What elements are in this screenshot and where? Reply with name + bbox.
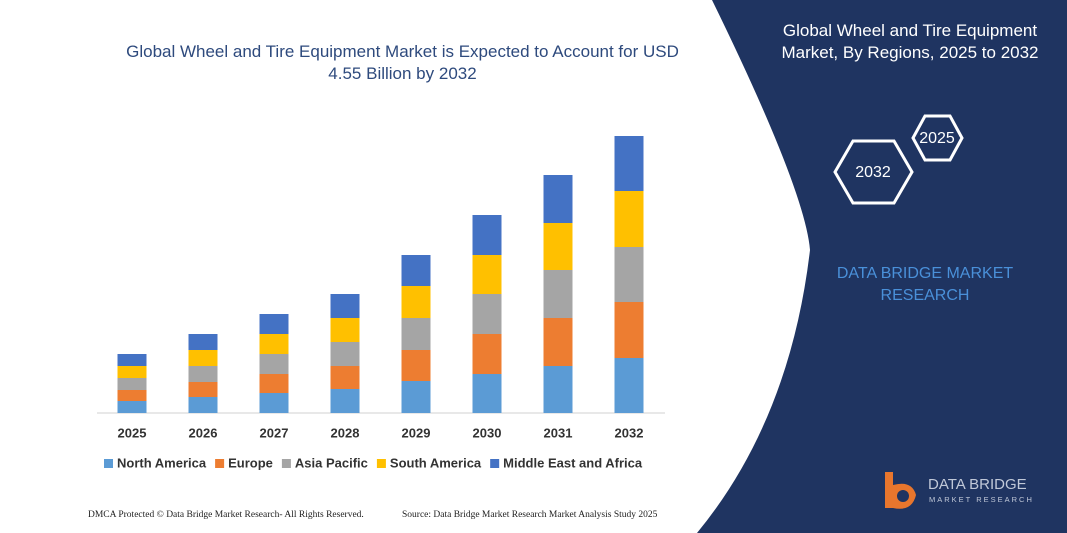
legend-swatch xyxy=(376,459,386,468)
bar-segment xyxy=(614,247,644,302)
bar-segment xyxy=(614,136,644,191)
bar-segment xyxy=(259,374,289,393)
bar-segment xyxy=(259,334,289,354)
x-tick-label: 2029 xyxy=(402,425,431,440)
legend-label: North America xyxy=(117,455,207,470)
bar-segment xyxy=(401,318,431,350)
bar-segment xyxy=(543,175,573,223)
bar-segment xyxy=(543,223,573,270)
bar-segment xyxy=(259,314,289,334)
x-tick-label: 2028 xyxy=(331,425,360,440)
bar-segment xyxy=(259,354,289,374)
bar-segment xyxy=(472,255,502,294)
bar-segment xyxy=(188,350,218,366)
legend-label: Europe xyxy=(228,455,273,470)
panel-title: Global Wheel and Tire Equipment Market, … xyxy=(781,21,1039,62)
legend-label: Asia Pacific xyxy=(295,455,368,470)
legend-swatch xyxy=(490,459,500,468)
bar-segment xyxy=(188,382,218,397)
footer-left: DMCA Protected © Data Bridge Market Rese… xyxy=(88,509,364,520)
bar-segment xyxy=(330,318,360,342)
side-panel xyxy=(697,0,1067,533)
bar-segment xyxy=(472,294,502,334)
legend-label: South America xyxy=(390,455,482,470)
bar-segment xyxy=(614,302,644,358)
bar-segment xyxy=(330,342,360,366)
x-tick-label: 2027 xyxy=(260,425,289,440)
panel-brand: DATA BRIDGE MARKET RESEARCH xyxy=(836,265,1014,304)
bar-segment xyxy=(543,366,573,413)
logo xyxy=(885,472,916,509)
bar-segment xyxy=(117,354,147,366)
logo-icon xyxy=(897,490,909,502)
bar-segment xyxy=(259,393,289,413)
bar-segment xyxy=(330,389,360,413)
bar-segment xyxy=(401,350,431,381)
legend-label: Middle East and Africa xyxy=(503,455,643,470)
bar-segment xyxy=(401,255,431,286)
bar-segment xyxy=(401,286,431,318)
hex-label: 2025 xyxy=(919,130,955,147)
bar-segment xyxy=(472,334,502,374)
hex-label: 2032 xyxy=(855,164,891,181)
bar-segment xyxy=(330,366,360,389)
legend-swatch xyxy=(104,459,113,468)
bar-segment xyxy=(614,191,644,247)
bar-segment xyxy=(330,294,360,318)
logo-tagline: MARKET RESEARCH xyxy=(929,495,1034,504)
bar-segment xyxy=(401,381,431,413)
bar-segment xyxy=(117,401,147,413)
bar-segment xyxy=(614,358,644,413)
legend-swatch xyxy=(215,459,225,468)
logo-name: DATA BRIDGE xyxy=(928,476,1027,493)
bar-segment xyxy=(117,378,147,390)
logo-icon xyxy=(885,472,916,509)
chart-title: Global Wheel and Tire Equipment Market i… xyxy=(126,42,679,83)
x-tick-label: 2031 xyxy=(544,425,573,440)
bar-segment xyxy=(188,334,218,350)
bar-segment xyxy=(188,366,218,382)
bar-segment xyxy=(543,318,573,366)
bar-segment xyxy=(117,366,147,378)
bar-segment xyxy=(472,374,502,413)
bar-segment xyxy=(117,390,147,401)
x-tick-label: 2026 xyxy=(189,425,218,440)
footer-right: Source: Data Bridge Market Research Mark… xyxy=(402,510,658,520)
hexagon xyxy=(911,114,964,162)
bar-segment xyxy=(543,270,573,318)
x-tick-label: 2030 xyxy=(473,425,502,440)
bar-segment xyxy=(472,215,502,255)
x-tick-label: 2032 xyxy=(615,425,644,440)
x-tick-label: 2025 xyxy=(118,425,147,440)
hexagon xyxy=(833,139,914,205)
legend-swatch xyxy=(281,459,291,468)
bar-segment xyxy=(188,397,218,413)
